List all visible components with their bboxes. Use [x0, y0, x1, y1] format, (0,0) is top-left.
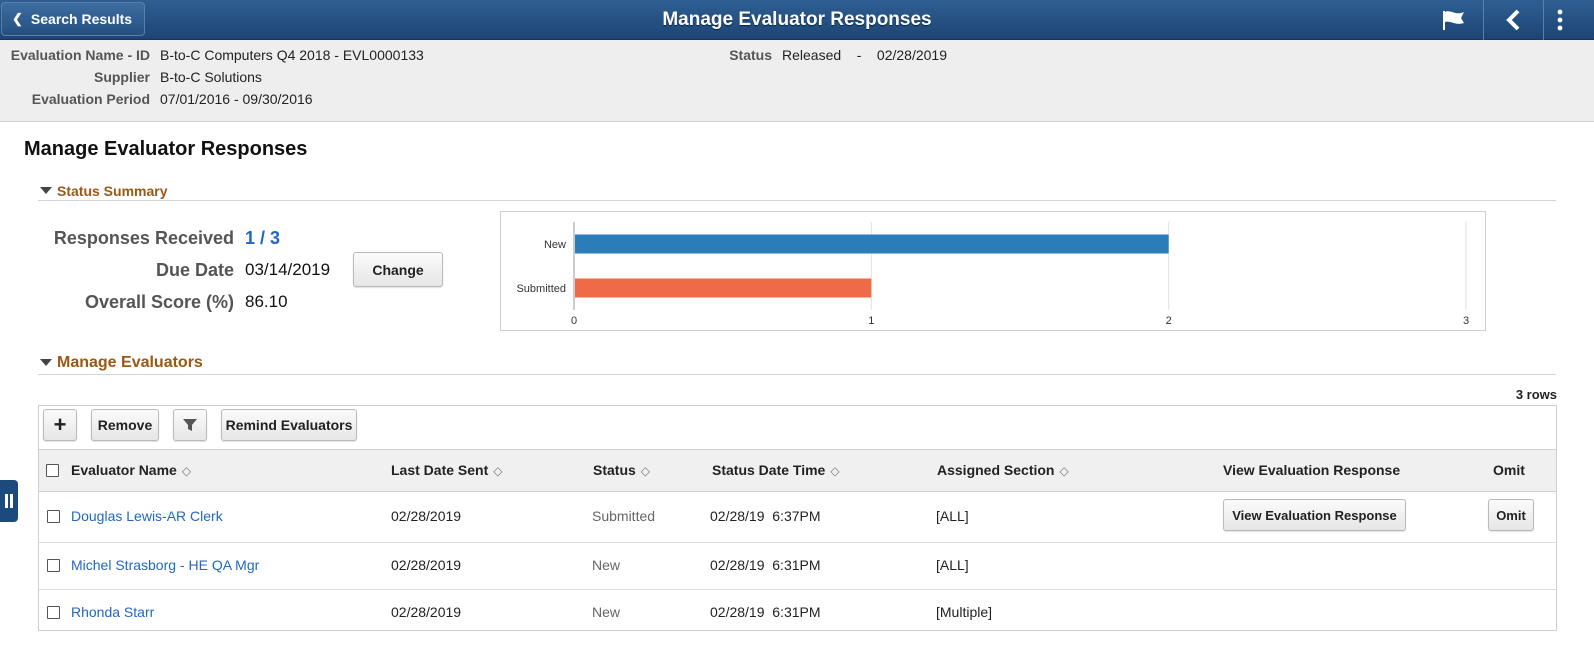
evaluator-name-link[interactable]: Rhonda Starr: [71, 604, 155, 620]
evaluation-info-panel: Evaluation Name - ID B-to-C Computers Q4…: [0, 40, 1594, 122]
status-date-time: 02/28/19 6:31PM: [710, 604, 821, 620]
remove-button[interactable]: Remove: [91, 409, 159, 441]
side-panel-toggle[interactable]: [0, 480, 18, 522]
chart-bar-submitted: [575, 278, 872, 298]
grid-header-row: Evaluator Name ◇ Last Date Sent ◇ Status ◇ …: [39, 450, 1556, 492]
evaluators-grid: + Remove Remind Evaluators Evaluator Nam…: [38, 405, 1557, 631]
collapse-triangle-icon: [40, 187, 52, 194]
view-evaluation-response-button[interactable]: View Evaluation Response: [1223, 499, 1406, 531]
remind-evaluators-button[interactable]: Remind Evaluators: [221, 409, 357, 441]
more-actions-icon[interactable]: [1550, 0, 1570, 40]
evaluation-period-label: Evaluation Period: [31, 91, 150, 107]
overall-score-value: 86.10: [245, 292, 288, 311]
header-divider: [1483, 0, 1484, 40]
status-date-time: 02/28/19 6:37PM: [710, 508, 821, 524]
last-date-sent: 02/28/2019: [391, 508, 462, 524]
select-all-checkbox[interactable]: [46, 464, 59, 477]
header-divider: [1543, 0, 1544, 40]
chart-bar-new: [575, 234, 1169, 254]
page-title: Manage Evaluator Responses: [24, 138, 308, 160]
column-header-view-evaluation-response: View Evaluation Response: [1223, 462, 1401, 478]
status-cell: Submitted: [592, 508, 656, 524]
column-header-evaluator-name[interactable]: Evaluator Name ◇: [71, 462, 192, 478]
status-date-time: 02/28/19 6:31PM: [710, 557, 821, 573]
page-banner: ❮ Search Results Manage Evaluator Respon…: [0, 0, 1594, 40]
evaluator-name-link[interactable]: Michel Strasborg - HE QA Mgr: [71, 557, 260, 573]
row-checkbox[interactable]: [47, 559, 60, 572]
table-row: Rhonda Starr 02/28/2019 New 02/28/19 6:3…: [39, 590, 1556, 630]
status-cell: New: [592, 604, 621, 620]
rows-count: 3 rows: [1515, 387, 1557, 402]
column-header-last-date-sent[interactable]: Last Date Sent ◇: [391, 462, 503, 478]
row-checkbox[interactable]: [47, 606, 60, 619]
omit-button[interactable]: Omit: [1488, 499, 1534, 531]
table-row: Douglas Lewis-AR Clerk 02/28/2019 Submit…: [39, 492, 1556, 543]
evaluation-period-value: 07/01/2016 - 09/30/2016: [160, 91, 313, 107]
search-results-back-button[interactable]: ❮ Search Results: [1, 2, 145, 36]
chart-svg: 0 1 2 3 New Submitted: [516, 222, 1469, 327]
page-banner-title: Manage Evaluator Responses: [662, 9, 932, 30]
supplier-label: Supplier: [93, 69, 150, 85]
evaluator-name-link[interactable]: Douglas Lewis-AR Clerk: [71, 508, 223, 524]
flag-icon[interactable]: [1430, 0, 1478, 40]
responses-received-label: Responses Received: [53, 228, 234, 248]
manage-evaluators-header[interactable]: Manage Evaluators: [38, 351, 1556, 375]
filter-button[interactable]: [173, 409, 207, 441]
due-date-label: Due Date: [155, 260, 234, 280]
status-bar-chart: 0 1 2 3 New Submitted: [500, 211, 1486, 331]
column-header-assigned-section[interactable]: Assigned Section ◇: [937, 462, 1069, 478]
responses-received-link[interactable]: 1 / 3: [245, 228, 281, 248]
supplier-value: B-to-C Solutions: [160, 69, 262, 85]
last-date-sent: 02/28/2019: [391, 604, 462, 620]
chart-x-tick-label: 1: [868, 315, 874, 327]
evaluation-name-value: B-to-C Computers Q4 2018 - EVL0000133: [160, 47, 424, 63]
collapse-triangle-icon: [40, 359, 52, 366]
sort-icon: ◇: [493, 464, 503, 478]
grid-toolbar: + Remove Remind Evaluators: [39, 406, 1556, 450]
chart-category-label: New: [544, 239, 566, 251]
table-row: Michel Strasborg - HE QA Mgr 02/28/2019 …: [39, 543, 1556, 590]
assigned-section: [ALL]: [936, 557, 969, 573]
status-summary-header[interactable]: Status Summary: [38, 181, 1556, 201]
assigned-section: [ALL]: [936, 508, 969, 524]
back-button-label: Search Results: [30, 11, 133, 27]
change-due-date-button[interactable]: Change: [353, 252, 443, 287]
column-header-status-date-time[interactable]: Status Date Time ◇: [712, 462, 840, 478]
sort-icon: ◇: [181, 464, 192, 478]
last-date-sent: 02/28/2019: [391, 557, 462, 573]
back-arrow-icon[interactable]: [1493, 0, 1533, 40]
assigned-section: [Multiple]: [936, 604, 993, 620]
column-header-omit: Omit: [1493, 462, 1525, 478]
sort-icon: ◇: [830, 464, 840, 478]
evaluation-name-label: Evaluation Name - ID: [10, 47, 150, 63]
chevron-left-icon: ❮: [12, 11, 23, 26]
sort-icon: ◇: [1059, 464, 1069, 478]
status-label: Status: [729, 47, 772, 63]
chart-category-label: Submitted: [516, 283, 566, 295]
row-checkbox[interactable]: [47, 510, 60, 523]
status-value: Released - 02/28/2019: [782, 47, 947, 63]
manage-evaluators-label: Manage Evaluators: [57, 353, 203, 371]
due-date-value: 03/14/2019: [245, 260, 331, 279]
overall-score-label: Overall Score (%): [84, 292, 234, 312]
status-summary-label: Status Summary: [57, 182, 168, 199]
chart-x-tick-label: 0: [571, 315, 577, 327]
filter-icon: [183, 419, 197, 431]
chart-x-tick-label: 3: [1463, 315, 1469, 327]
sort-icon: ◇: [640, 464, 651, 478]
add-row-button[interactable]: +: [43, 409, 77, 441]
chart-x-tick-label: 2: [1166, 315, 1172, 327]
pause-icon: [5, 494, 13, 508]
status-cell: New: [592, 557, 621, 573]
column-header-status[interactable]: Status ◇: [593, 462, 651, 478]
